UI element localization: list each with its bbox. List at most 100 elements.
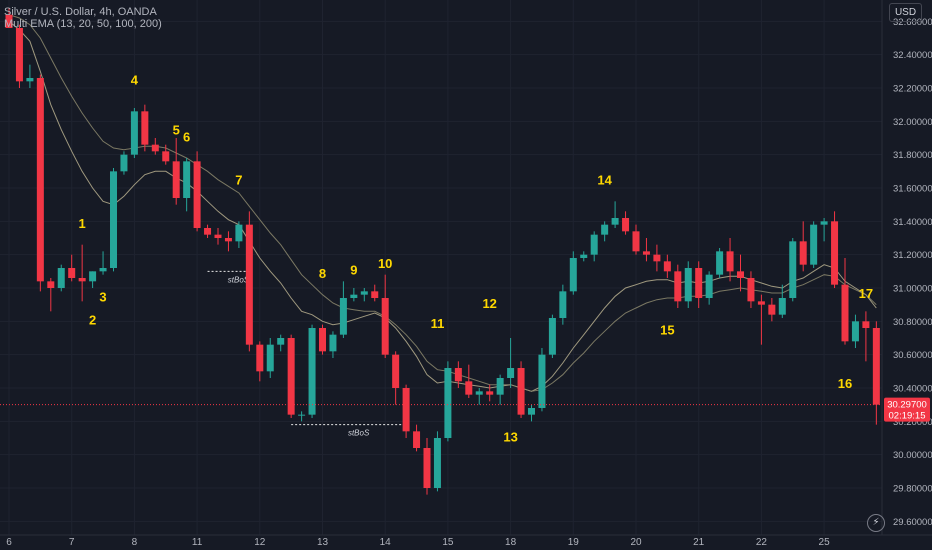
candle-body: [444, 368, 452, 438]
candle-body: [486, 391, 494, 395]
candle-body: [757, 301, 765, 305]
candle: [151, 138, 159, 155]
candle-body: [5, 14, 13, 28]
candle: [862, 311, 870, 362]
candle: [214, 228, 222, 245]
time-tick-label: 13: [317, 537, 329, 548]
candle: [15, 24, 23, 88]
candle: [465, 364, 473, 398]
candle-body: [78, 278, 86, 282]
candle: [110, 168, 117, 272]
candle: [444, 361, 452, 442]
candle-body: [569, 258, 577, 292]
candle: [601, 221, 609, 242]
bos-label: stBoS: [348, 429, 370, 438]
candle: [204, 224, 212, 238]
candle-body: [162, 151, 170, 162]
candle-body: [538, 354, 546, 408]
candle-body: [36, 78, 44, 282]
price-tick-label: 32.40000: [893, 50, 932, 61]
candle: [486, 384, 494, 402]
candle: [277, 334, 285, 352]
candle: [622, 211, 630, 235]
time-tick-label: 18: [505, 537, 517, 548]
countdown-value: 02:19:15: [889, 411, 926, 422]
candle: [799, 221, 807, 272]
symbol-title[interactable]: Silver / U.S. Dollar, 4h, OANDA: [4, 6, 157, 18]
candle-body: [778, 298, 786, 315]
bos-label: stBoS: [228, 275, 250, 284]
candle-body: [183, 161, 191, 198]
candle-body: [684, 268, 692, 302]
wave-label: 10: [378, 256, 392, 271]
price-axis-panel[interactable]: [882, 0, 932, 550]
candle: [789, 238, 797, 302]
candle-body: [653, 254, 661, 262]
candle: [78, 244, 86, 302]
candle-body: [465, 381, 473, 395]
time-tick-label: 6: [6, 537, 12, 548]
candle-body: [308, 328, 316, 415]
wave-label: 4: [131, 73, 139, 88]
candle-body: [26, 78, 34, 82]
candle-body: [841, 284, 849, 342]
candle-body: [151, 144, 159, 152]
candle-body: [224, 238, 232, 242]
wave-label: 7: [235, 173, 242, 188]
candle-body: [360, 291, 368, 295]
candle-body: [423, 448, 431, 488]
price-axis: 29.60000 29.80000 30.00000 30.20000 30.40000…: [893, 17, 932, 528]
candles: [5, 8, 880, 495]
candle: [632, 224, 640, 255]
candle-body: [235, 224, 243, 242]
candle: [454, 361, 462, 388]
indicator-legend[interactable]: Multi EMA (13, 20, 50, 100, 200): [4, 18, 162, 30]
candle-body: [820, 221, 828, 225]
candle-body: [747, 278, 755, 302]
candle: [360, 288, 368, 302]
candle: [517, 361, 525, 418]
candle-body: [810, 224, 818, 265]
wave-label: 2: [89, 313, 96, 328]
candle-body: [789, 241, 797, 298]
candle-body: [256, 344, 264, 372]
candle-body: [402, 388, 410, 432]
candle-body: [580, 254, 588, 258]
candle-body: [392, 354, 400, 388]
candle: [235, 221, 243, 248]
price-tick-label: 32.20000: [893, 84, 932, 95]
candle: [695, 261, 703, 308]
candle-body: [454, 368, 462, 382]
candle: [507, 338, 515, 388]
candle: [130, 108, 138, 158]
candle-body: [726, 251, 734, 272]
lightning-icon[interactable]: ⚡: [867, 514, 885, 532]
candle-body: [413, 431, 421, 448]
candle: [559, 284, 567, 325]
candle: [141, 104, 149, 152]
candle: [319, 324, 326, 355]
candle-body: [559, 291, 567, 318]
candle-body: [245, 224, 253, 345]
candle: [308, 324, 316, 418]
candle: [68, 254, 76, 282]
wave-label: 1: [79, 216, 86, 231]
time-tick-label: 25: [819, 537, 831, 548]
candle-body: [507, 368, 515, 378]
candle-body: [371, 291, 379, 298]
candle: [778, 284, 786, 318]
candle: [642, 238, 650, 262]
candle: [611, 201, 619, 228]
candle-body: [89, 271, 97, 282]
candle: [287, 334, 295, 418]
grid-lines: [0, 0, 882, 535]
candle-body: [298, 414, 306, 416]
candle-body: [862, 321, 870, 328]
currency-button[interactable]: USD: [889, 3, 922, 22]
candle-body: [705, 274, 713, 298]
candle-body: [287, 338, 295, 415]
candle: [381, 274, 389, 358]
